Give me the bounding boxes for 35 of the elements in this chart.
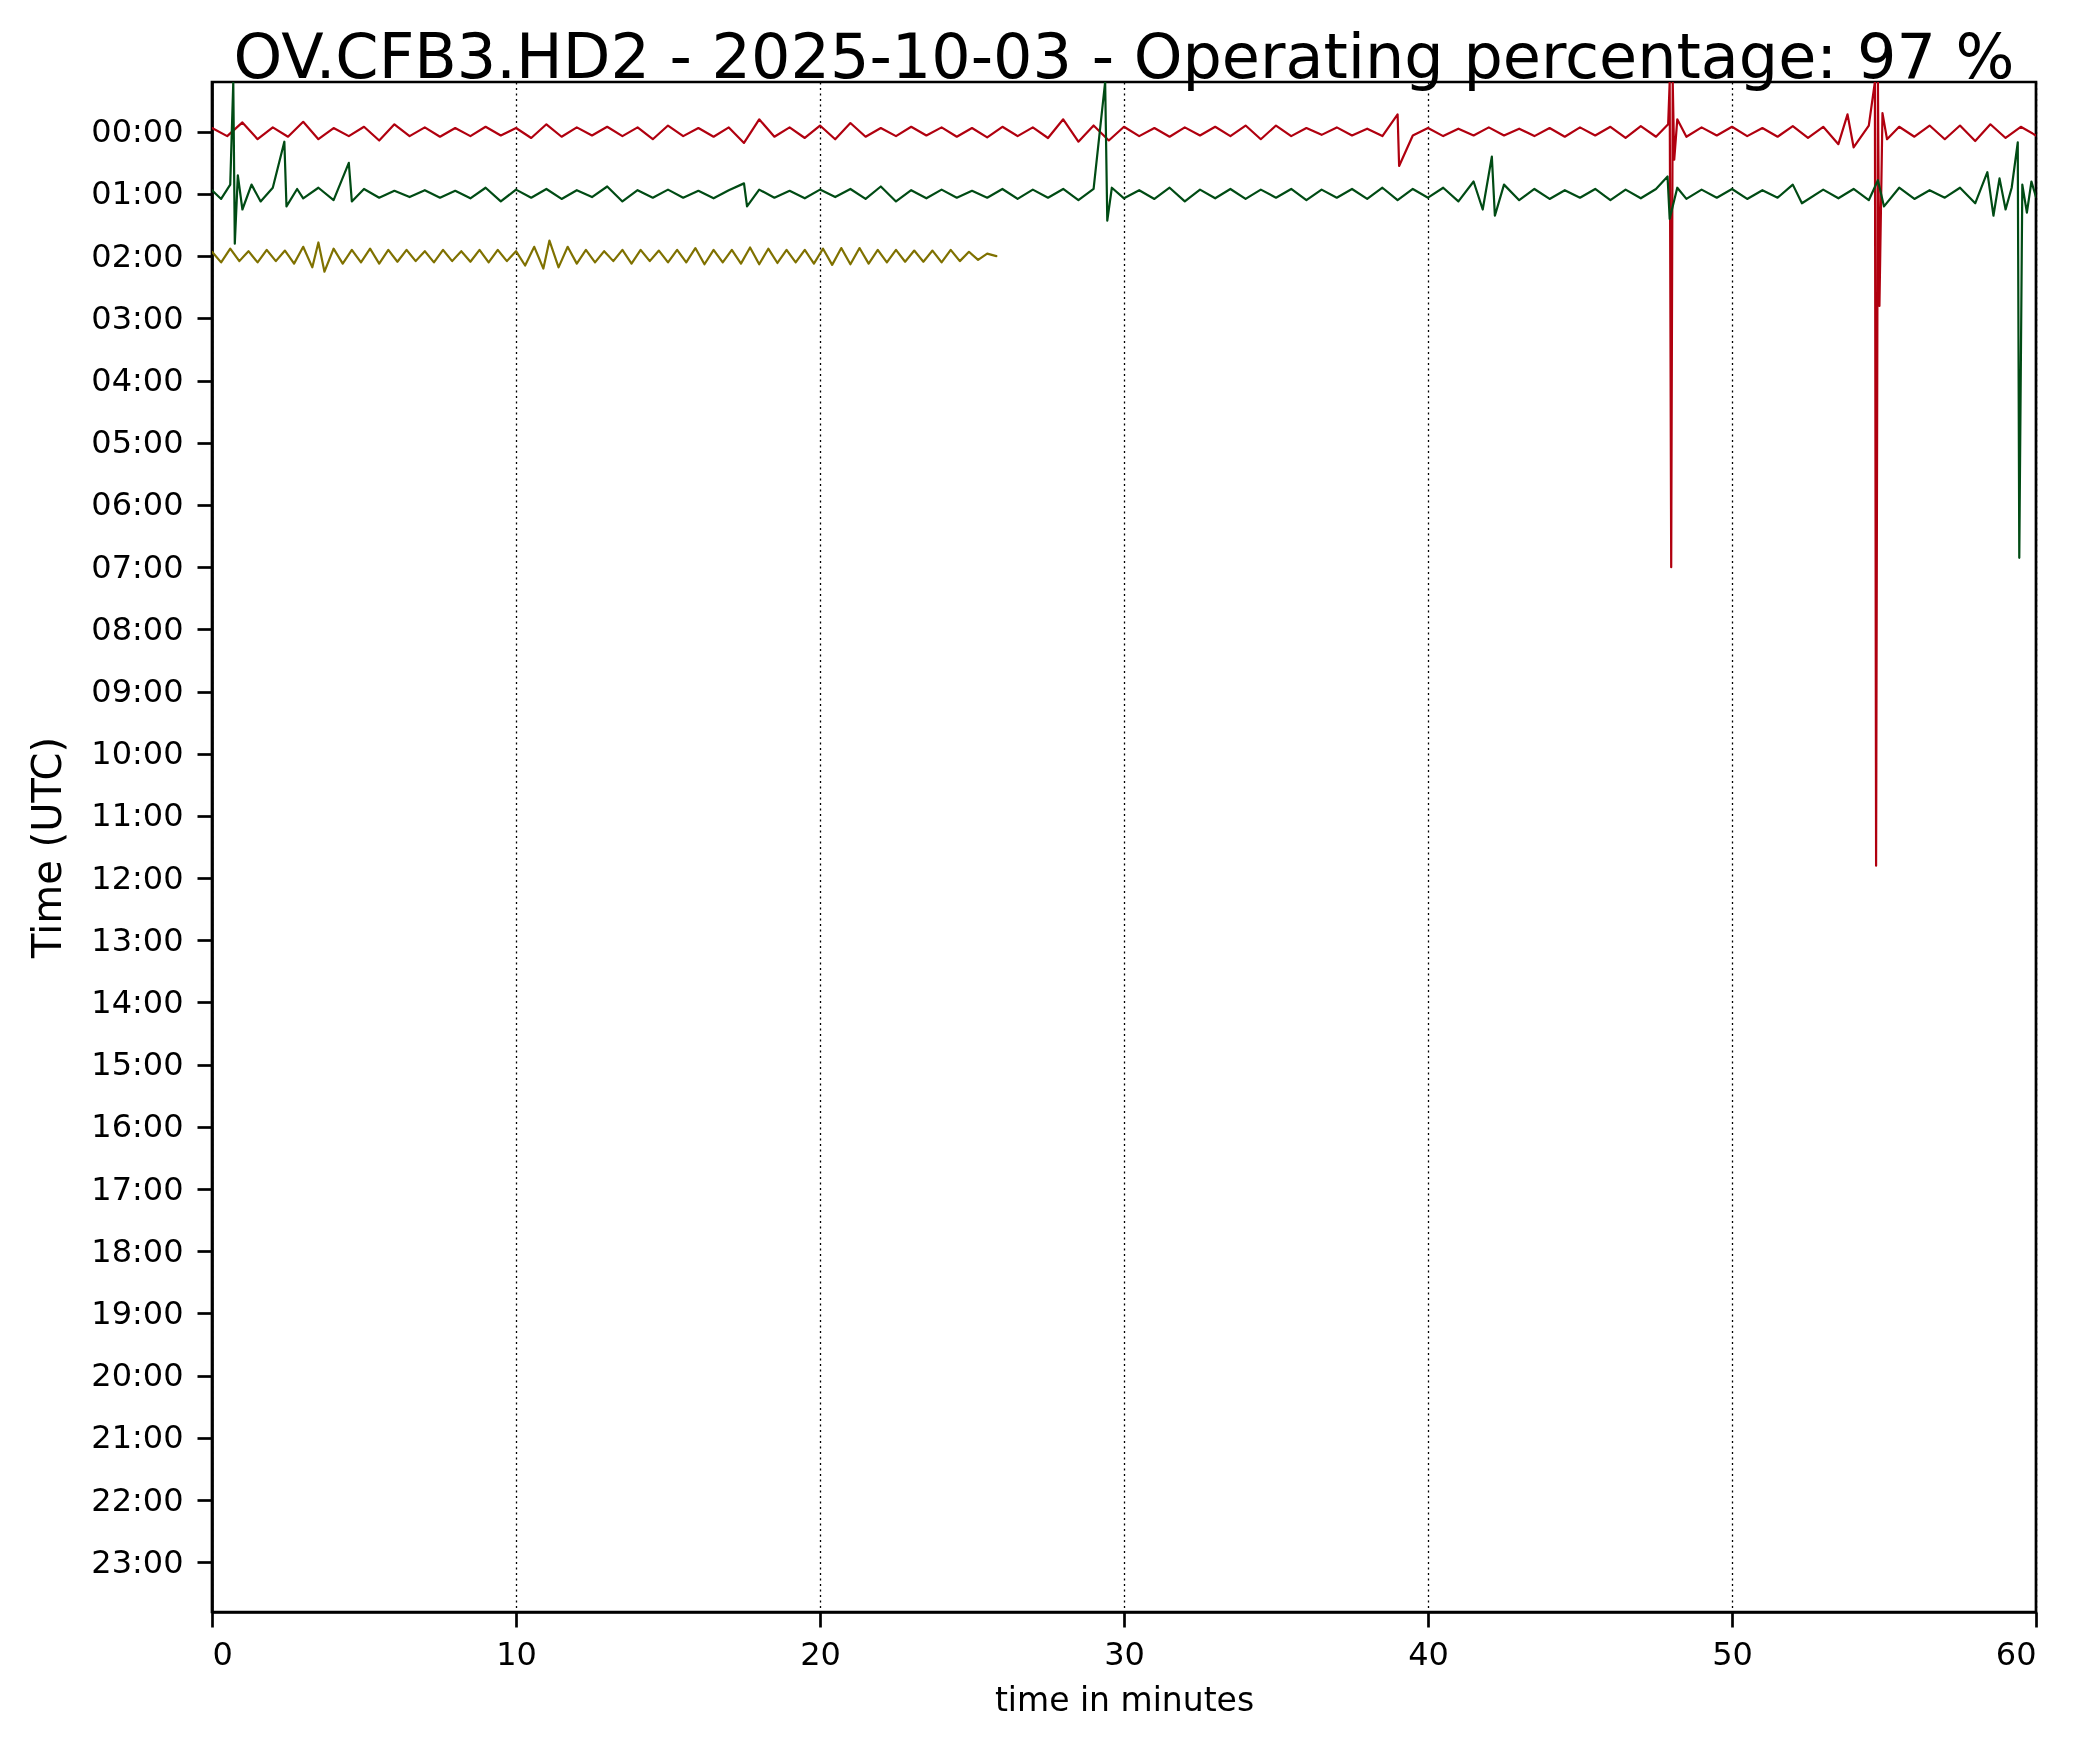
x-tick-label: 60 xyxy=(1995,1634,2037,1673)
y-tick-label: 14:00 xyxy=(91,982,184,1021)
y-tick-label: 11:00 xyxy=(91,796,184,835)
y-tick-label: 22:00 xyxy=(91,1480,184,1519)
y-tick-label: 21:00 xyxy=(91,1418,184,1457)
y-tick-label: 03:00 xyxy=(91,298,184,337)
y-tick-label: 23:00 xyxy=(91,1542,184,1581)
y-tick-label: 08:00 xyxy=(91,609,184,648)
y-tick-label: 19:00 xyxy=(91,1293,184,1332)
chart-title: OV.CFB3.HD2 - 2025-10-03 - Operating percentage: 97 % xyxy=(233,20,2015,93)
x-tick-label: 40 xyxy=(1408,1634,1449,1673)
y-tick-label: 13:00 xyxy=(91,920,184,959)
y-tick-label: 06:00 xyxy=(91,485,184,524)
x-tick-label: 0 xyxy=(212,1634,233,1673)
y-tick-label: 16:00 xyxy=(91,1107,184,1146)
y-tick-label: 07:00 xyxy=(91,547,184,586)
y-tick-label: 09:00 xyxy=(91,672,184,711)
y-tick-label: 10:00 xyxy=(91,734,184,773)
x-tick-label: 50 xyxy=(1712,1634,1753,1673)
y-tick-label: 02:00 xyxy=(91,236,184,275)
y-tick-label: 17:00 xyxy=(91,1169,184,1208)
y-tick-label: 15:00 xyxy=(91,1045,184,1084)
x-tick-label: 20 xyxy=(800,1634,841,1673)
y-tick-label: 20:00 xyxy=(91,1356,184,1395)
x-tick-label: 30 xyxy=(1104,1634,1145,1673)
y-tick-label: 18:00 xyxy=(91,1231,184,1270)
x-axis-title: time in minutes xyxy=(994,1679,1255,1719)
y-tick-label: 05:00 xyxy=(91,423,184,462)
y-tick-label: 01:00 xyxy=(91,174,184,213)
y-tick-label: 04:00 xyxy=(91,361,184,400)
y-tick-label: 00:00 xyxy=(91,112,184,151)
x-tick-label: 10 xyxy=(496,1634,537,1673)
y-tick-label: 12:00 xyxy=(91,858,184,897)
line-series xyxy=(212,239,998,273)
y-axis-title: Time (UTC) xyxy=(24,736,71,960)
